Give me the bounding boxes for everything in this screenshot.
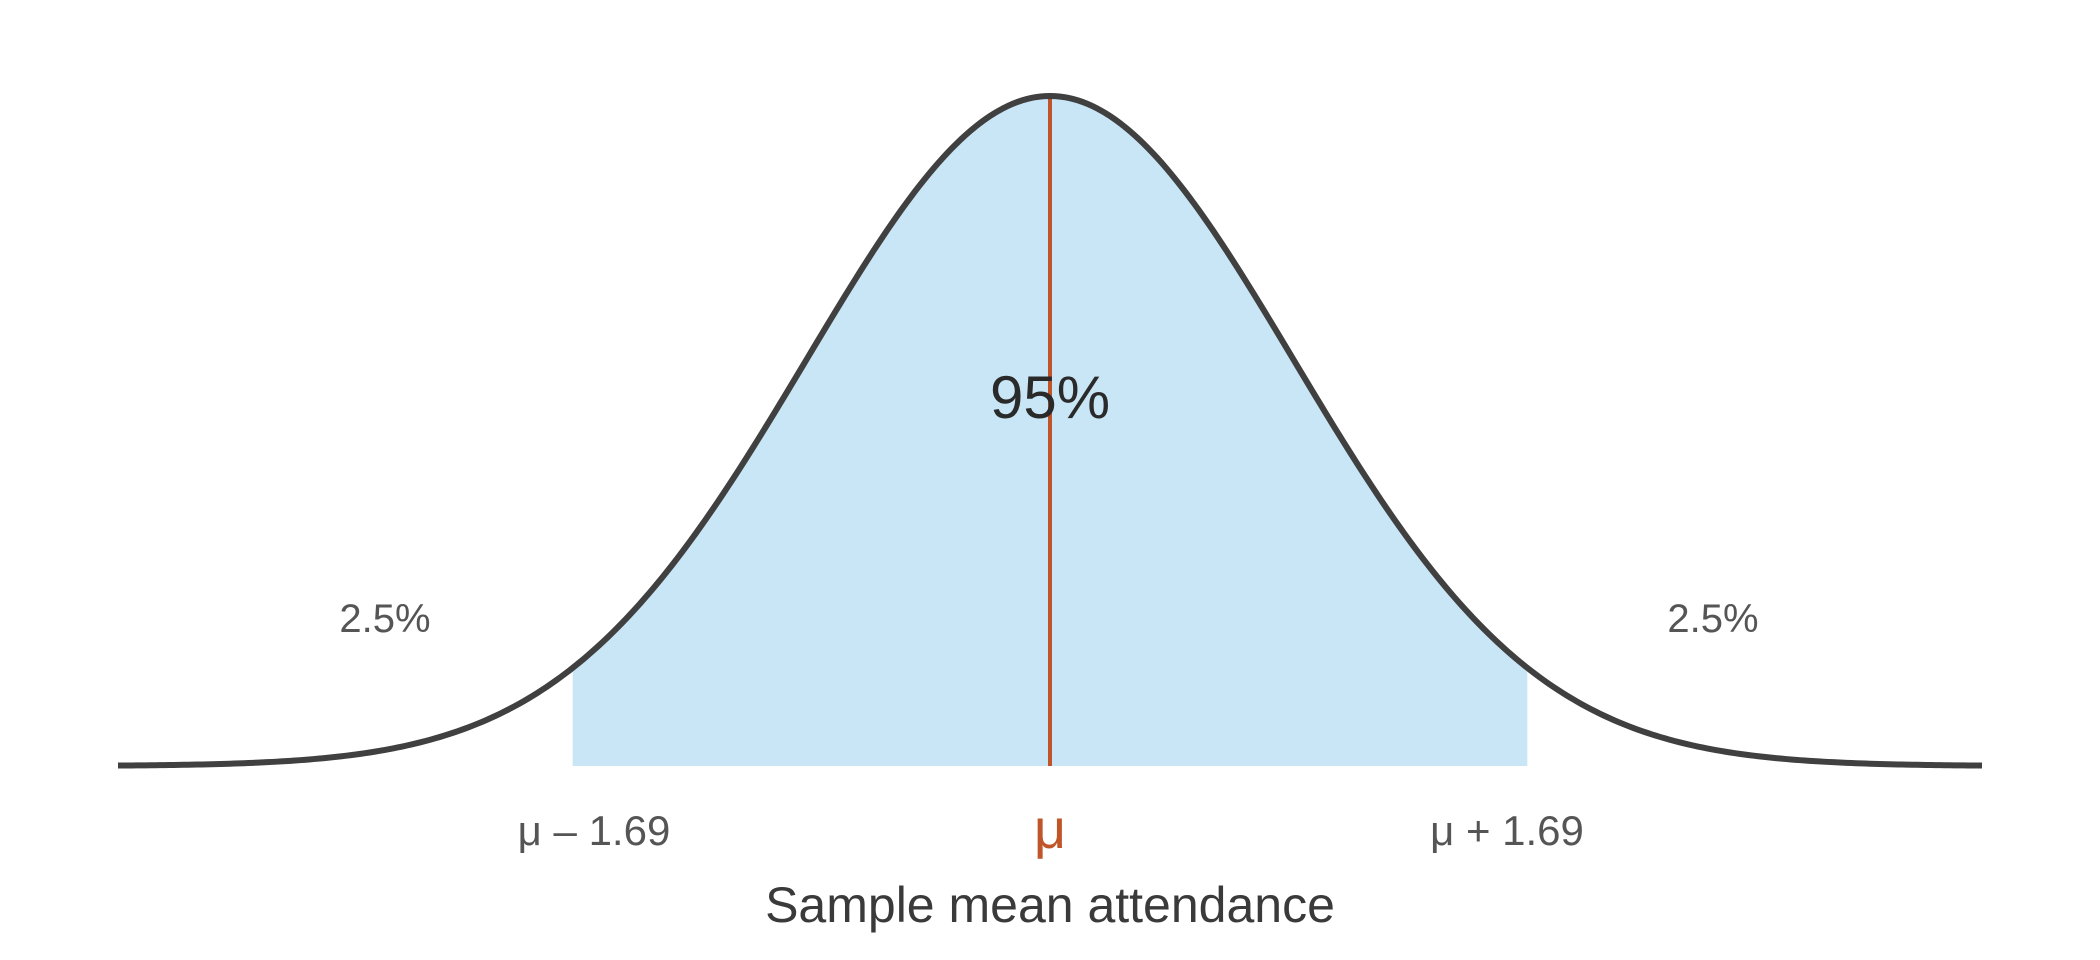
tick-label-upper: μ + 1.69 <box>1430 807 1584 854</box>
x-axis-label: Sample mean attendance <box>765 877 1335 933</box>
tick-label-mean: μ <box>1034 797 1066 860</box>
right-tail-percent: 2.5% <box>1667 597 1758 641</box>
tick-label-lower: μ – 1.69 <box>518 807 671 854</box>
left-tail-percent: 2.5% <box>339 597 430 641</box>
density-curve <box>117 92 1983 769</box>
central-region-percent: 95% <box>990 364 1110 431</box>
